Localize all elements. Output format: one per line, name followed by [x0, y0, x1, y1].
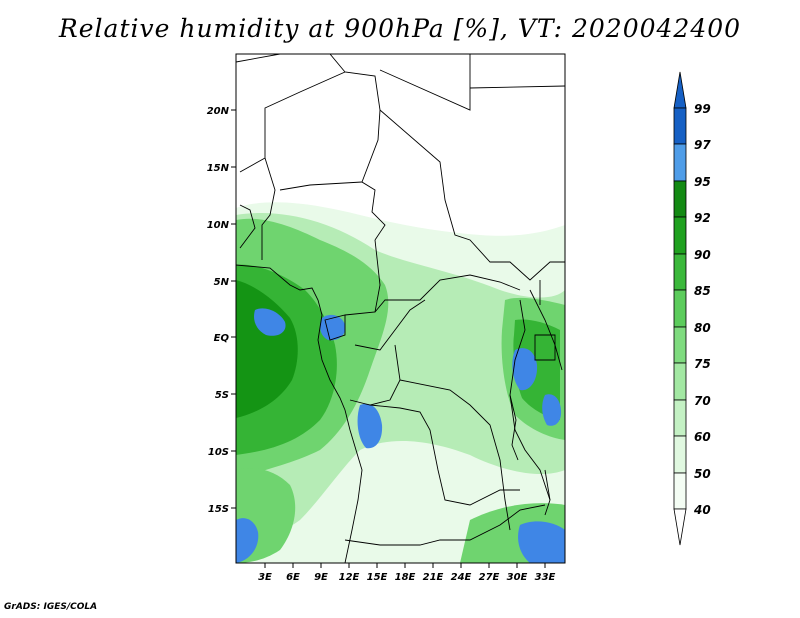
border-line [261, 157, 276, 260]
lon-label-27e: 27E [479, 572, 500, 583]
lake-tanganyika [509, 394, 519, 461]
border-line [236, 54, 281, 63]
lat-label-10n: 10N [207, 220, 230, 231]
lat-label-15n: 15N [207, 163, 230, 174]
longitude-axis: 3E 6E 9E 12E 15E 18E 21E 24E 27E 30E 33E [258, 563, 556, 583]
lon-label-12e: 12E [339, 572, 360, 583]
saturated-patch-lakes [512, 348, 538, 391]
colorbar: 99 97 95 92 90 85 80 75 70 60 50 40 [673, 71, 711, 546]
saturated-patch-center [320, 314, 346, 341]
saturated-patch-east [542, 394, 562, 426]
colorbar-swatch-75 [673, 362, 687, 401]
colorbar-swatch-85 [673, 289, 687, 328]
lat-label-10s: 10S [208, 447, 229, 458]
lon-label-3e: 3E [258, 572, 272, 583]
deep-humid-area [236, 280, 298, 418]
map-frame [235, 53, 566, 564]
saturated-patch-sw [236, 518, 259, 563]
map-title: Relative humidity at 900hPa [%], VT: 202… [58, 14, 742, 43]
lon-label-15e: 15E [367, 572, 388, 583]
colorbar-swatch-80 [673, 326, 687, 364]
border-line [344, 239, 381, 316]
colorbar-label-92: 92 [694, 211, 711, 225]
lon-label-18e: 18E [395, 572, 416, 583]
colorbar-label-85: 85 [694, 284, 711, 298]
lon-label-24e: 24E [451, 572, 472, 583]
lake-malawi [544, 469, 551, 516]
colorbar-label-75: 75 [694, 357, 711, 371]
border-line [399, 379, 511, 531]
colorbar-label-80: 80 [694, 321, 711, 335]
border-line [329, 54, 386, 241]
colorbar-label-60: 60 [694, 430, 711, 444]
border-line [354, 299, 426, 351]
colorbar-swatch-97 [673, 143, 687, 182]
colorbar-bottom-arrow [673, 508, 687, 546]
border-line [379, 54, 471, 111]
border-line [239, 204, 256, 249]
border-line [279, 181, 363, 191]
border-line [239, 71, 346, 173]
saturated-patch-angola-coast [357, 403, 383, 449]
lon-label-9e: 9E [314, 572, 328, 583]
colorbar-label-50: 50 [694, 467, 711, 481]
lon-label-6e: 6E [286, 572, 300, 583]
border-line [379, 109, 565, 281]
border-line [509, 299, 551, 501]
lat-label-15s: 15S [208, 504, 229, 515]
lat-label-20n: 20N [207, 106, 230, 117]
border-line [344, 504, 546, 546]
lon-label-30e: 30E [507, 572, 528, 583]
colorbar-label-95: 95 [694, 175, 711, 189]
border-line [374, 274, 521, 313]
border-line [349, 344, 401, 406]
colorbar-swatch-92 [673, 216, 687, 255]
colorbar-swatch-60 [673, 435, 687, 474]
border-line [324, 314, 346, 341]
humidity-field [236, 54, 565, 563]
lon-label-21e: 21E [423, 572, 444, 583]
latitude-axis: 20N 15N 10N 5N EQ 5S 10S 15S [207, 106, 236, 515]
colorbar-label-70: 70 [694, 394, 711, 408]
colorbar-swatch-70 [673, 399, 687, 437]
saturated-patch-gabon [254, 308, 286, 336]
lon-label-33e: 33E [535, 572, 556, 583]
colorbar-swatch-90 [673, 253, 687, 291]
lake-victoria [534, 334, 556, 361]
lat-label-eq: EQ [214, 333, 230, 344]
colorbar-label-90: 90 [694, 248, 711, 262]
saturated-patch-se [518, 521, 565, 563]
colorbar-label-99: 99 [694, 102, 711, 116]
lat-label-5n: 5N [214, 277, 230, 288]
border-line [369, 404, 520, 506]
coastline [236, 264, 363, 563]
colorbar-label-97: 97 [694, 138, 711, 152]
country-borders [236, 54, 565, 563]
colorbar-label-40: 40 [693, 503, 711, 517]
colorbar-swatch-50 [673, 472, 687, 510]
colorbar-swatch-95 [673, 180, 687, 218]
border-line [469, 85, 565, 89]
border-line [529, 289, 563, 371]
colorbar-top-arrow [673, 71, 687, 109]
colorbar-swatch-99 [673, 107, 687, 145]
lat-label-5s: 5S [215, 390, 229, 401]
grads-credit: GrADS: IGES/COLA [4, 602, 98, 612]
